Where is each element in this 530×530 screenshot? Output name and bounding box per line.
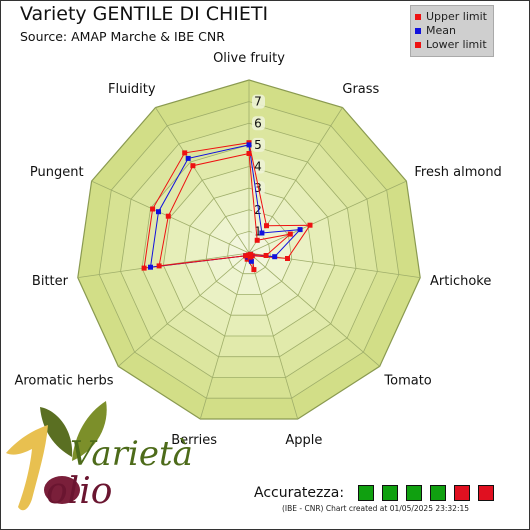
series-3 xyxy=(156,151,293,269)
logo-text-olio: olio xyxy=(46,471,112,512)
accuracy-box-4 xyxy=(430,485,447,501)
legend-item-lower: Lower limit xyxy=(415,38,487,51)
grid-spoke-7 xyxy=(199,252,250,420)
scale-label: 6 xyxy=(254,116,262,130)
chart-footer: (IBE - CNR) Chart created at 01/05/2025 … xyxy=(282,504,470,513)
axis-label: Artichoke xyxy=(430,274,491,289)
logo-olive xyxy=(44,476,80,504)
scale-label-bg xyxy=(252,94,265,109)
scale-label-bg xyxy=(252,137,265,152)
axis-label: Olive fruity xyxy=(213,51,285,66)
data-point xyxy=(254,237,260,243)
data-point xyxy=(148,264,153,270)
grid-spoke-6 xyxy=(248,252,299,420)
accuracy-indicator: Accuratezza: xyxy=(254,485,495,501)
data-point xyxy=(285,256,290,261)
data-point xyxy=(156,263,162,269)
scale-label-bg xyxy=(252,116,265,131)
scale-label: 7 xyxy=(254,95,262,109)
data-point xyxy=(150,206,156,212)
axis-label: Fluidity xyxy=(108,82,156,97)
data-point xyxy=(307,222,313,228)
accuracy-box-5 xyxy=(454,485,471,501)
scale-label: 5 xyxy=(254,138,262,152)
axis-label: Apple xyxy=(285,433,322,448)
data-point xyxy=(251,267,257,273)
axis-label: Aromatic herbs xyxy=(14,374,113,389)
data-point xyxy=(190,163,196,169)
axis-label: Berries xyxy=(171,433,217,448)
series-line xyxy=(143,142,311,270)
varieta-olio-logo: Varietà olio xyxy=(6,401,193,512)
data-point xyxy=(182,150,188,156)
data-point xyxy=(263,253,269,258)
data-point xyxy=(248,258,254,264)
logo-leaf-right xyxy=(72,401,107,461)
logo-leaf-left xyxy=(40,407,73,457)
legend-label-lower: Lower limit xyxy=(426,38,487,51)
grid-spoke-11 xyxy=(155,107,250,254)
data-point xyxy=(141,265,147,271)
axis-label: Tomato xyxy=(383,374,431,389)
axis-label: Pungent xyxy=(30,165,84,180)
data-point xyxy=(185,155,191,161)
legend-swatch-upper xyxy=(415,13,421,20)
scale-label: 4 xyxy=(254,160,262,174)
scale-label: 1 xyxy=(254,224,262,238)
grid-spoke-3 xyxy=(248,180,407,254)
logo-figure-one xyxy=(6,425,48,511)
data-point xyxy=(272,254,278,260)
accuracy-box-6 xyxy=(478,485,495,501)
legend: Upper limit Mean Lower limit xyxy=(410,5,494,57)
grid-spoke-5 xyxy=(248,252,380,367)
radar-grid xyxy=(77,79,421,420)
data-point xyxy=(259,230,265,236)
data-point xyxy=(287,231,293,237)
axis-label: Fresh almond xyxy=(414,165,501,180)
logo-text-varieta: Varietà xyxy=(70,434,193,474)
chart-title: Variety GENTILE DI CHIETI xyxy=(20,3,269,25)
legend-swatch-lower xyxy=(415,41,421,48)
axis-labels: Olive fruity Grass Fresh almond Artichoke To… xyxy=(14,51,501,448)
axis-label: Bitter xyxy=(32,274,69,289)
accuracy-box-2 xyxy=(382,485,399,501)
data-point xyxy=(165,213,171,219)
accuracy-box-3 xyxy=(406,485,423,501)
data-point xyxy=(297,227,303,233)
data-point xyxy=(243,253,249,259)
legend-swatch-mean xyxy=(415,27,421,34)
grid-spoke-8 xyxy=(118,252,250,367)
legend-label-mean: Mean xyxy=(426,24,456,37)
data-point xyxy=(156,209,161,215)
data-point xyxy=(264,223,269,229)
scale-label: 3 xyxy=(254,181,262,195)
legend-item-upper: Upper limit xyxy=(415,10,487,23)
chart-source: Source: AMAP Marche & IBE CNR xyxy=(20,29,225,44)
accuracy-label: Accuratezza: xyxy=(254,485,345,501)
data-point xyxy=(246,151,252,156)
legend-item-mean: Mean xyxy=(415,24,456,37)
data-point xyxy=(246,142,252,148)
legend-label-upper: Upper limit xyxy=(426,10,487,23)
grid-spoke-4 xyxy=(248,252,421,278)
data-point xyxy=(245,252,251,258)
radar-series xyxy=(141,140,313,273)
axis-label: Grass xyxy=(342,82,379,97)
accuracy-box-1 xyxy=(358,485,375,501)
